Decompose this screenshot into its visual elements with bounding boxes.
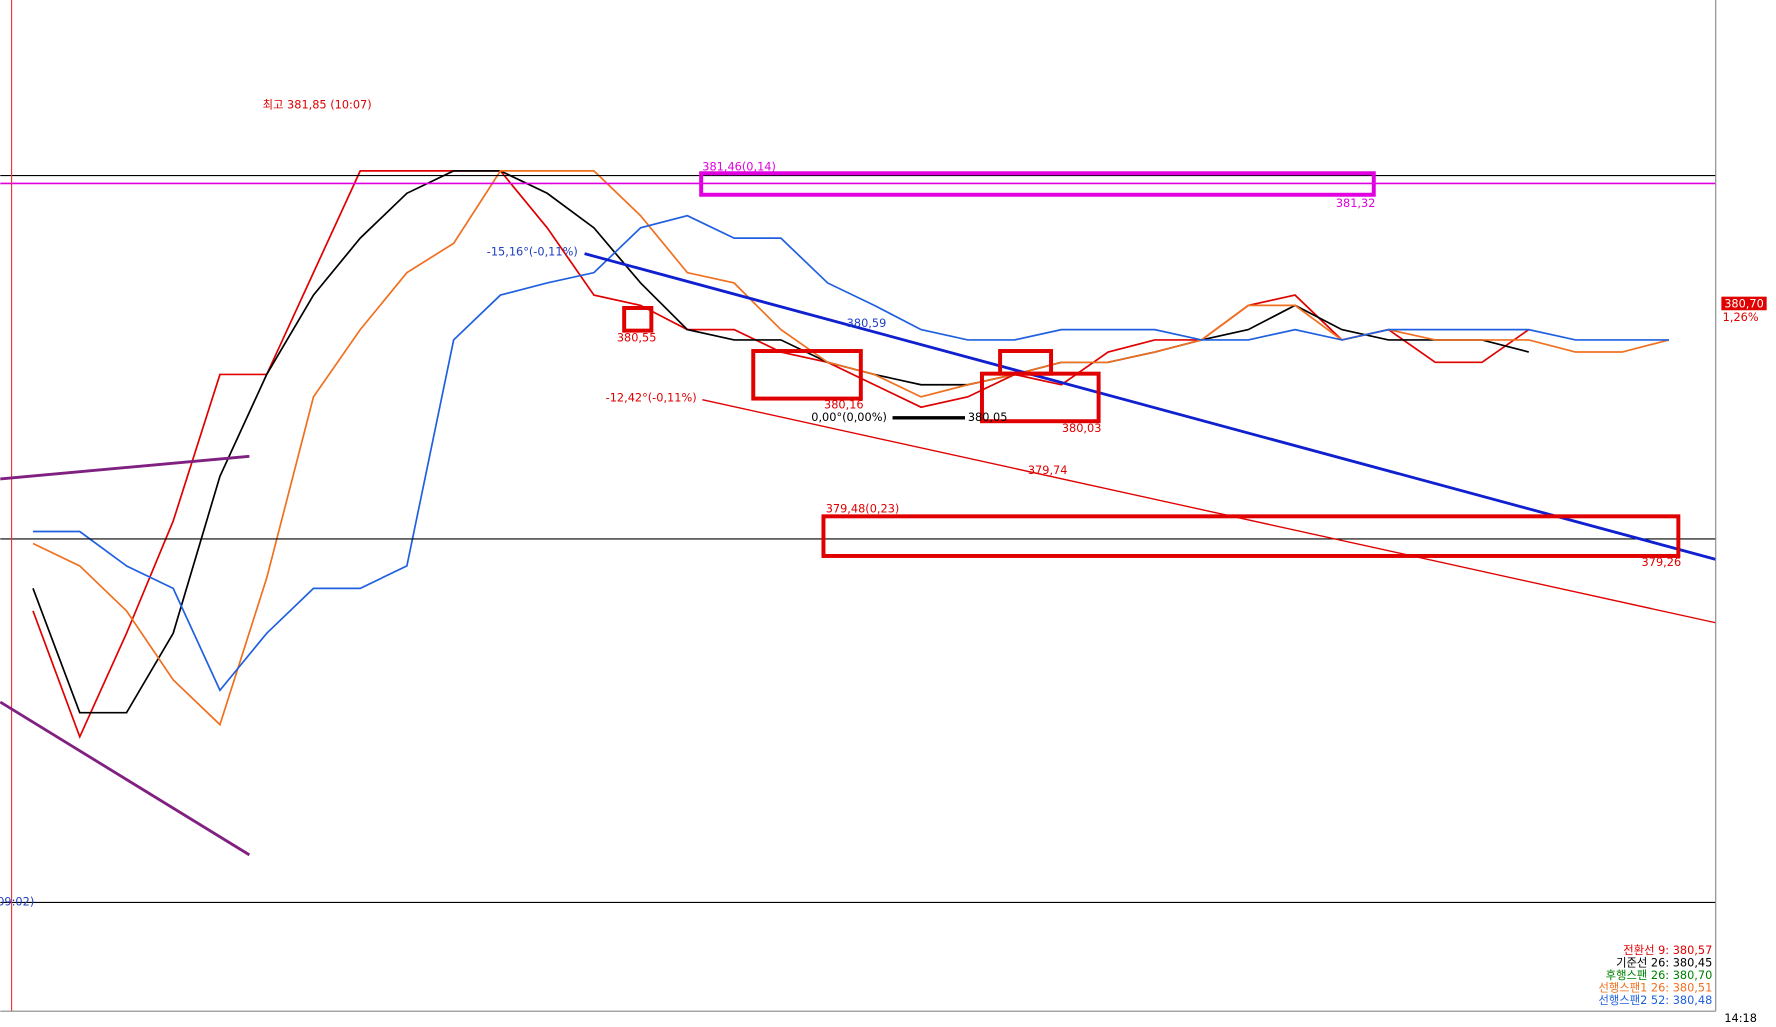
- trend-line: [0, 700, 251, 857]
- annotation: 77,25 (09:02): [0, 894, 34, 908]
- annotation: 380,03: [1062, 421, 1102, 435]
- box: [998, 349, 1054, 376]
- legend-entry: 선행스팬2 52: 380,48: [1599, 993, 1713, 1007]
- annotation: 0,00°(0,00%): [811, 410, 887, 424]
- box: [751, 349, 863, 401]
- box: [622, 306, 654, 333]
- annotation: 380,59: [847, 316, 887, 330]
- trend-line: [584, 252, 1717, 561]
- legend-entry: 전환선 9: 380,57: [1623, 943, 1712, 957]
- legend-entry: 기준선 26: 380,45: [1616, 956, 1712, 970]
- legend-entry: 후행스팬 26: 380,70: [1606, 968, 1713, 982]
- plot: [32, 170, 1670, 740]
- annotation: 379,26: [1642, 555, 1682, 569]
- annotation: -15,16°(-0,11%): [487, 245, 578, 259]
- trend-line: [0, 454, 250, 481]
- annotation: 380,05: [968, 410, 1008, 424]
- annotation: 380,55: [617, 331, 657, 345]
- series-line: [32, 214, 1669, 692]
- series-line: [32, 170, 1529, 714]
- annotation: 379,48(0,23): [826, 502, 900, 516]
- annotation: 380,70: [1724, 297, 1764, 311]
- annotation: 14:18: [1724, 1011, 1757, 1025]
- annotation: 1,26%: [1723, 310, 1759, 324]
- annotation: 최고 381,85 (10:07): [263, 97, 372, 111]
- series-line: [32, 170, 1670, 727]
- legend-entry: 선행스팬1 26: 380,51: [1599, 981, 1713, 995]
- annotation: -12,42°(-0,11%): [606, 391, 697, 405]
- annotation: 381,32: [1336, 196, 1376, 210]
- annotation: 381,46(0,14): [702, 160, 776, 174]
- annotation: 380,16: [824, 397, 864, 411]
- box: [699, 171, 1376, 197]
- box: [821, 514, 1681, 558]
- price-tag: [1721, 296, 1767, 311]
- annotation: 379,74: [1028, 463, 1068, 477]
- trend-line: [702, 399, 1716, 624]
